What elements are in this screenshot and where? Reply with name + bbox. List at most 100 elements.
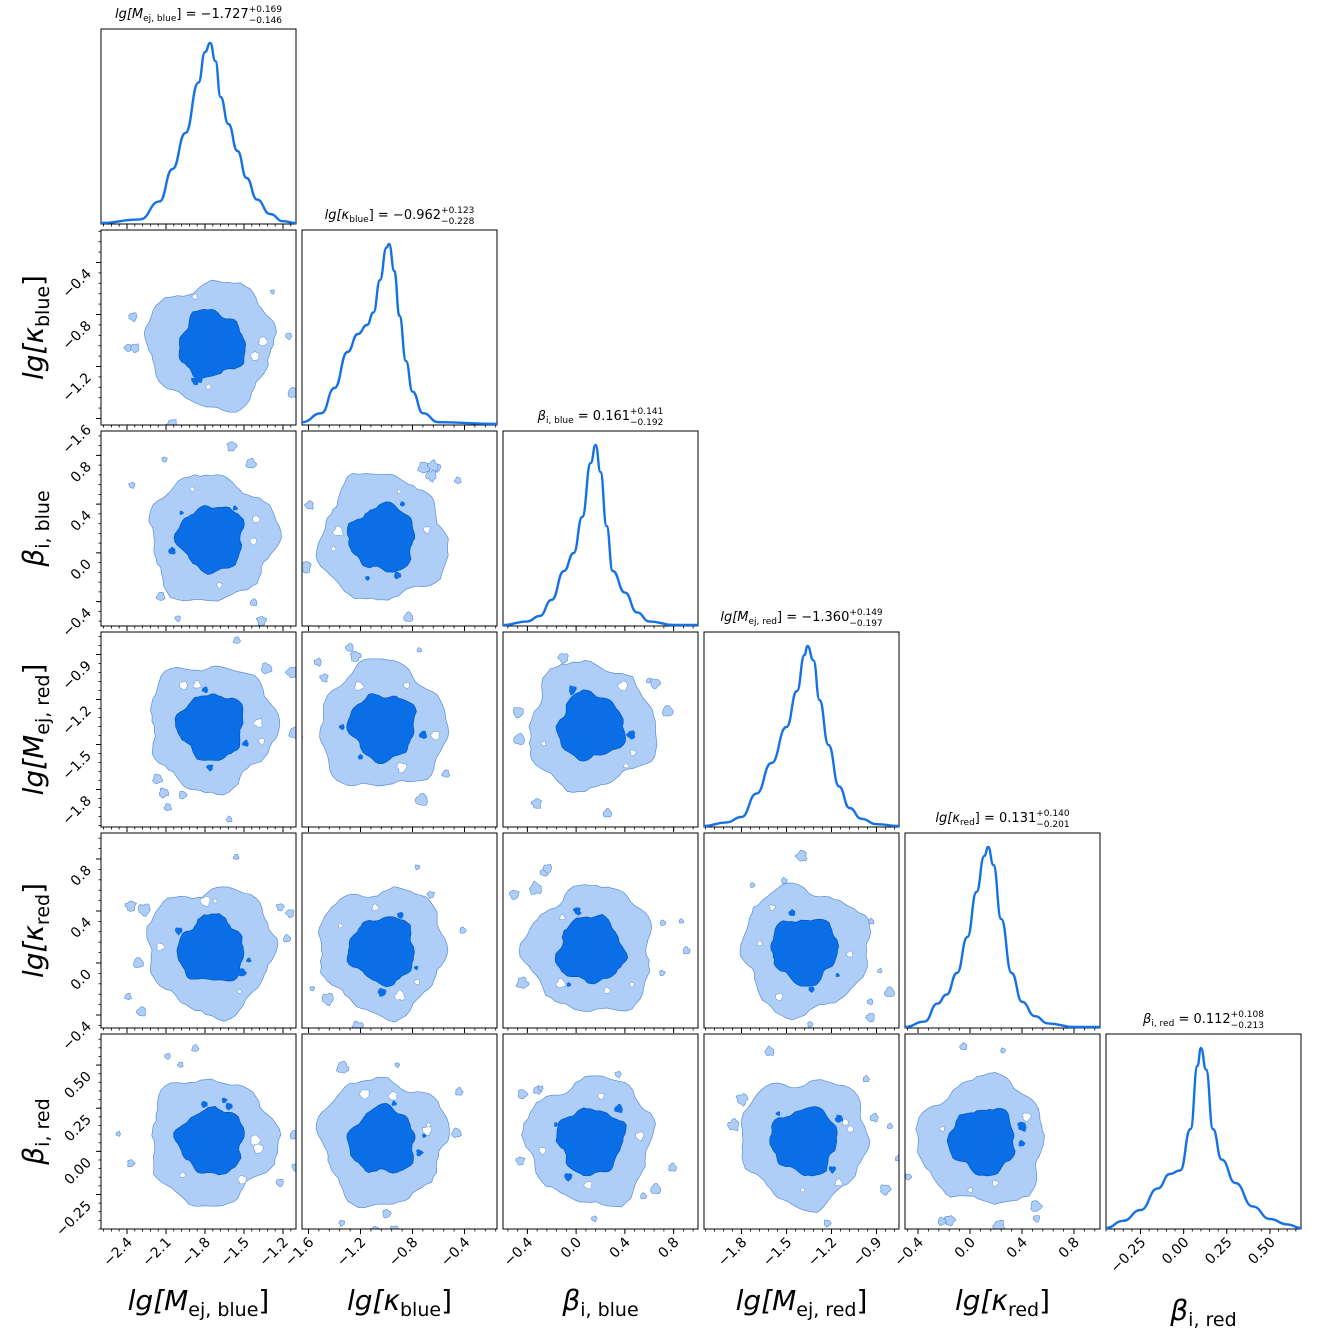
contour-island	[645, 677, 653, 684]
contour-islet	[191, 377, 200, 386]
x-ticks	[705, 1028, 895, 1033]
y-axis-label-beta_i_blue: βi, blue	[17, 490, 54, 567]
contour-68	[173, 505, 245, 575]
x-tick-label: 0.8	[1056, 1235, 1083, 1262]
contour-hole	[250, 1134, 262, 1146]
y-tick-label: −0.4	[59, 266, 94, 301]
x-tick-label: −2.4	[100, 1234, 135, 1269]
contour-hole	[403, 681, 410, 689]
contour-islet	[338, 724, 345, 731]
x-tick-label: −0.4	[501, 1234, 536, 1269]
diag-frame	[703, 631, 900, 828]
y-tick-label: −1.2	[59, 370, 94, 405]
contour-island	[974, 1230, 979, 1235]
contour-islet	[357, 753, 363, 760]
panel-frame	[100, 430, 297, 627]
contour-islet	[415, 1149, 424, 1157]
contour-hole	[236, 988, 242, 994]
contour-hole	[331, 525, 344, 536]
diag-panel-beta_i_blue	[502, 430, 699, 627]
contour-islet	[221, 1097, 228, 1104]
diag-panel-lgMej_blue	[100, 28, 297, 225]
contour-island	[453, 476, 462, 485]
contour-island	[128, 481, 136, 489]
x-axis-label-lgkappa_red: lg[κred]	[955, 1284, 1050, 1321]
contour-island	[862, 1075, 870, 1083]
contour-island	[191, 1044, 200, 1052]
x-tick-label: −1.2	[256, 1235, 291, 1270]
x-ticks	[308, 1028, 497, 1033]
contour-island	[215, 627, 226, 637]
y-tick-label: 0.0	[68, 556, 95, 583]
x-axis-label-beta_i_blue: βi, blue	[561, 1284, 638, 1321]
x-tick-label: 0.25	[1202, 1235, 1235, 1268]
contour-68	[173, 1106, 245, 1176]
contour-hole	[191, 293, 198, 300]
contour-island	[414, 864, 421, 871]
y-tick-label: −1.8	[59, 793, 94, 828]
contour-island	[794, 849, 808, 862]
contour-island	[1032, 1215, 1040, 1223]
contour-island	[174, 615, 181, 622]
contour-hole	[394, 989, 406, 1001]
x-ticks	[308, 425, 497, 430]
contour-hole	[1021, 1112, 1032, 1122]
x-ticks	[705, 1229, 895, 1234]
x-ticks	[507, 1229, 694, 1234]
contour-island	[275, 903, 285, 912]
contour-island	[865, 1013, 875, 1023]
contour-panel-lgMej_red-vs-lgkappa_red	[703, 832, 900, 1029]
x-ticks	[907, 1028, 1096, 1033]
y-tick-label: 0.8	[68, 459, 95, 486]
contour-island	[869, 1112, 879, 1123]
y-axis-label-lgkappa_red: lg[κred]	[17, 883, 54, 978]
contour-islet	[168, 546, 176, 555]
contour-68	[176, 913, 245, 982]
x-tick-label: −0.9	[850, 1235, 885, 1270]
contour-island	[866, 998, 874, 1006]
contour-panel-lgkappa_blue-vs-beta_i_blue	[301, 430, 498, 627]
y-tick-label: 0.4	[68, 914, 95, 941]
contour-island	[781, 877, 788, 885]
contour-68	[770, 918, 839, 987]
x-tick-label: 0.4	[607, 1234, 634, 1261]
contour-island	[164, 1053, 171, 1060]
diag-panel-lgkappa_blue	[301, 229, 498, 426]
contour-panel-lgMej_blue-vs-lgkappa_red	[100, 832, 297, 1029]
contour-island	[414, 793, 428, 806]
panel-frame	[100, 832, 297, 1029]
panel-frame	[301, 631, 498, 828]
contour-island	[285, 332, 293, 340]
contour-68	[174, 693, 244, 761]
contour-islet	[242, 739, 249, 747]
x-tick-label: −1.8	[715, 1235, 750, 1270]
contour-island	[249, 598, 258, 607]
contour-islet	[775, 1111, 781, 1117]
marginal-curve	[502, 443, 699, 627]
contour-islet	[569, 685, 577, 694]
contour-island	[382, 1209, 392, 1219]
contour-islet	[237, 968, 247, 977]
contour-islet	[834, 1114, 843, 1123]
contour-island	[225, 815, 233, 823]
contour-68	[555, 1107, 627, 1177]
contour-island	[660, 919, 667, 927]
contour-island	[283, 934, 292, 943]
y-axis-label-lgkappa_blue: lg[κblue]	[17, 275, 54, 380]
x-ticks	[103, 827, 292, 832]
contour-hole	[629, 749, 637, 757]
contour-island	[226, 441, 238, 452]
x-ticks	[507, 626, 694, 631]
contour-hole	[775, 993, 784, 1002]
contour-islet	[179, 510, 184, 515]
contour-island	[451, 1127, 462, 1139]
diag-frame	[1105, 1033, 1302, 1230]
contour-island	[287, 387, 296, 398]
contour-island	[394, 1062, 401, 1068]
contour-hole	[353, 681, 365, 691]
diag-panel-beta_i_red	[1105, 1033, 1302, 1230]
contour-island	[115, 1130, 122, 1137]
x-ticks	[907, 1229, 1096, 1234]
contour-island	[275, 1178, 284, 1188]
